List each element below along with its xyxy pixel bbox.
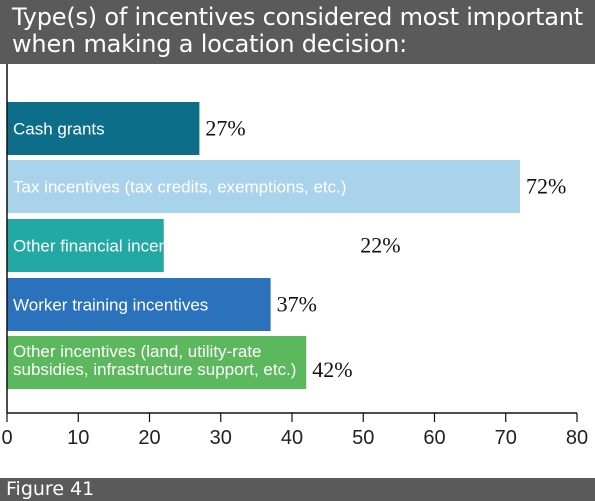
footer-band: Figure 41: [0, 478, 595, 501]
bar-3: [7, 219, 164, 272]
bar-value-5: 42%: [312, 357, 352, 382]
bar-label-5-line-1: Other incentives (land, utility-rate: [13, 342, 262, 361]
bar-label-3: Other financial incentives (bonds, loans…: [13, 237, 352, 256]
x-tick-label-70: 70: [495, 427, 517, 449]
x-tick-label-0: 0: [1, 427, 12, 449]
bar-5: [7, 336, 307, 389]
bar-value-3: 22%: [360, 233, 400, 258]
x-tick-label-30: 30: [210, 427, 232, 449]
bar-chart: Cash grants 27% Tax incentives (tax credit…: [1, 64, 588, 449]
title-band: Type(s) of incentives considered most im…: [0, 0, 595, 64]
x-tick-label-50: 50: [352, 427, 374, 449]
x-tick-label-60: 60: [423, 427, 445, 449]
bar-value-1: 27%: [205, 116, 245, 141]
bar-2: [7, 160, 520, 213]
bar-value-4: 37%: [277, 292, 317, 317]
bar-1: [7, 102, 200, 155]
figure-label: Figure 41: [6, 478, 95, 500]
chart-area: Cash grants 27% Tax incentives (tax credit…: [0, 64, 595, 476]
x-tick-label-10: 10: [67, 427, 89, 449]
bar-label-4: Worker training incentives: [13, 296, 208, 315]
bar-value-2: 72%: [526, 174, 566, 199]
bar-label-2: Tax incentives (tax credits, exemptions,…: [13, 178, 347, 197]
bar-label-1: Cash grants: [13, 120, 105, 139]
x-tick-label-20: 20: [138, 427, 160, 449]
x-tick-label-80: 80: [566, 427, 588, 449]
bar-4: [7, 278, 271, 331]
x-tick-label-40: 40: [281, 427, 303, 449]
bar-label-5-line-2: subsidies, infrastructure support, etc.): [13, 360, 296, 379]
chart-title: Type(s) of incentives considered most im…: [12, 3, 583, 58]
